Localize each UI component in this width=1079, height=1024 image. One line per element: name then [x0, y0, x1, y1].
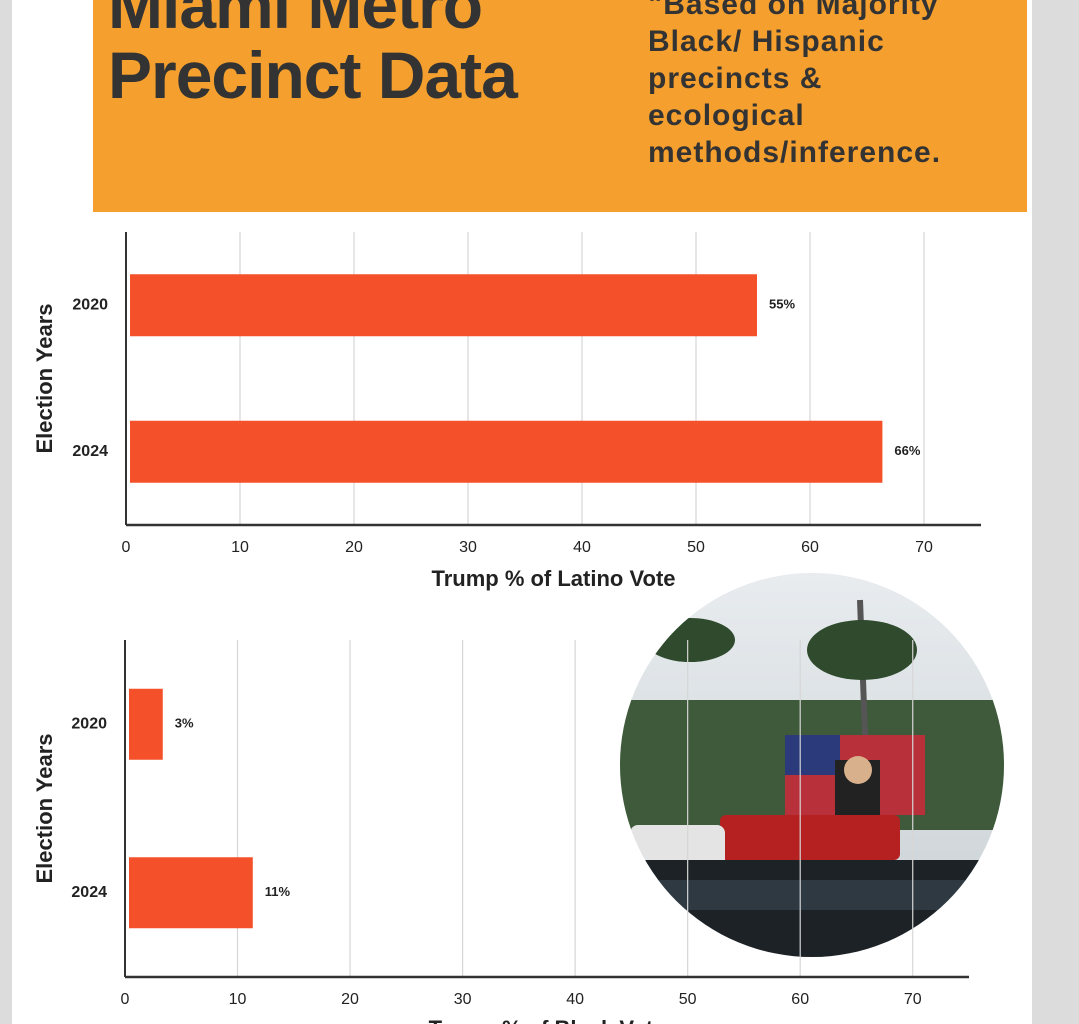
bar: [130, 274, 757, 337]
x-tick-label: 50: [679, 991, 697, 1008]
x-tick-label: 30: [454, 991, 472, 1008]
x-tick-label: 40: [573, 539, 591, 556]
value-label: 55%: [769, 297, 795, 312]
note: "Based on Majority Black/ Hispanic preci…: [648, 0, 942, 169]
x-axis-label: Trump % of Black Vote: [429, 1016, 666, 1024]
x-tick-label: 0: [121, 991, 130, 1008]
photo: [620, 573, 1004, 957]
x-tick-label: 10: [231, 539, 249, 556]
y-tick-label: 2024: [72, 443, 108, 460]
y-axis-label: Election Years: [32, 733, 57, 883]
banner: Miami Metro Precinct Data "Based on Majo…: [93, 0, 1027, 212]
y-tick-label: 2020: [71, 715, 107, 732]
x-axis-label: Trump % of Latino Vote: [431, 566, 675, 591]
y-tick-label: 2020: [72, 296, 108, 313]
x-tick-label: 70: [904, 991, 922, 1008]
x-tick-label: 10: [229, 991, 247, 1008]
x-tick-label: 70: [915, 539, 933, 556]
bar: [129, 857, 253, 929]
value-label: 66%: [894, 443, 920, 458]
x-tick-label: 60: [801, 539, 819, 556]
value-label: 3%: [175, 716, 194, 731]
x-tick-label: 20: [341, 991, 359, 1008]
bar: [130, 420, 883, 483]
x-tick-label: 30: [459, 539, 477, 556]
x-tick-label: 60: [791, 991, 809, 1008]
x-tick-label: 20: [345, 539, 363, 556]
title: Miami Metro Precinct Data: [108, 0, 518, 112]
x-tick-label: 50: [687, 539, 705, 556]
y-axis-label: Election Years: [32, 303, 57, 453]
value-label: 11%: [265, 884, 291, 899]
x-tick-label: 0: [122, 539, 131, 556]
bar: [129, 688, 163, 760]
y-tick-label: 2024: [71, 884, 107, 901]
x-tick-label: 40: [566, 991, 584, 1008]
